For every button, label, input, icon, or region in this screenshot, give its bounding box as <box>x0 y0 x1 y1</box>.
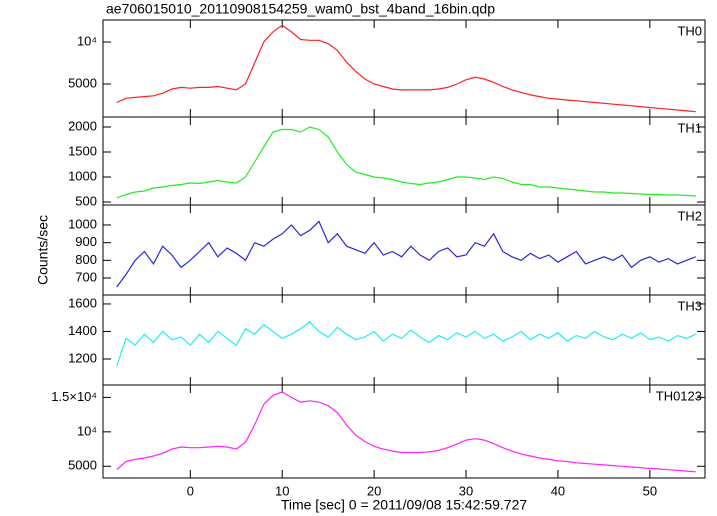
y-tick-label: 900 <box>75 234 97 249</box>
x-tick-label: 40 <box>551 483 565 498</box>
x-tick-label: 50 <box>643 483 657 498</box>
x-axis-label: Time [sec] 0 = 2011/09/08 15:42:59.727 <box>281 497 528 513</box>
series-line <box>116 220 697 288</box>
series-line <box>116 391 696 473</box>
panel-label: TH2 <box>677 208 702 223</box>
y-tick-label: 1000 <box>68 168 97 183</box>
y-tick-label: 2000 <box>68 118 97 133</box>
x-tick-label: 20 <box>367 483 381 498</box>
y-tick-label: 500 <box>75 193 97 208</box>
y-tick-label: 1400 <box>68 323 97 338</box>
y-tick-label: 1600 <box>68 295 97 310</box>
x-tick-label: 10 <box>275 483 289 498</box>
y-tick-label: 5000 <box>68 75 97 90</box>
panel-label: TH0123 <box>656 388 702 403</box>
panel-frame <box>102 19 706 118</box>
x-tick-label: 30 <box>459 483 473 498</box>
y-axis-label: Counts/sec <box>35 215 51 285</box>
panel-frame <box>102 294 706 386</box>
y-tick-label: 1000 <box>68 216 97 231</box>
series-line <box>116 24 696 113</box>
y-tick-label: 10⁴ <box>77 33 97 48</box>
panel-frame <box>102 384 706 479</box>
chart-title: ae706015010_20110908154259_wam0_bst_4ban… <box>106 1 495 17</box>
panel-label: TH3 <box>677 298 702 313</box>
x-tick-label: 0 <box>187 483 194 498</box>
y-tick-label: 1200 <box>68 350 97 365</box>
panel-label: TH1 <box>677 120 702 135</box>
y-tick-label: 1500 <box>68 143 97 158</box>
y-tick-label: 800 <box>75 252 97 267</box>
y-tick-label: 5000 <box>68 458 97 473</box>
panel-frame <box>102 116 706 206</box>
y-tick-label: 10⁴ <box>77 423 97 438</box>
panel-frame <box>102 204 706 296</box>
panel-label: TH0 <box>677 23 702 38</box>
y-tick-label: 1.5×10⁴ <box>51 389 97 404</box>
series-line <box>116 320 697 367</box>
y-tick-label: 700 <box>75 269 97 284</box>
series-line <box>116 126 696 199</box>
